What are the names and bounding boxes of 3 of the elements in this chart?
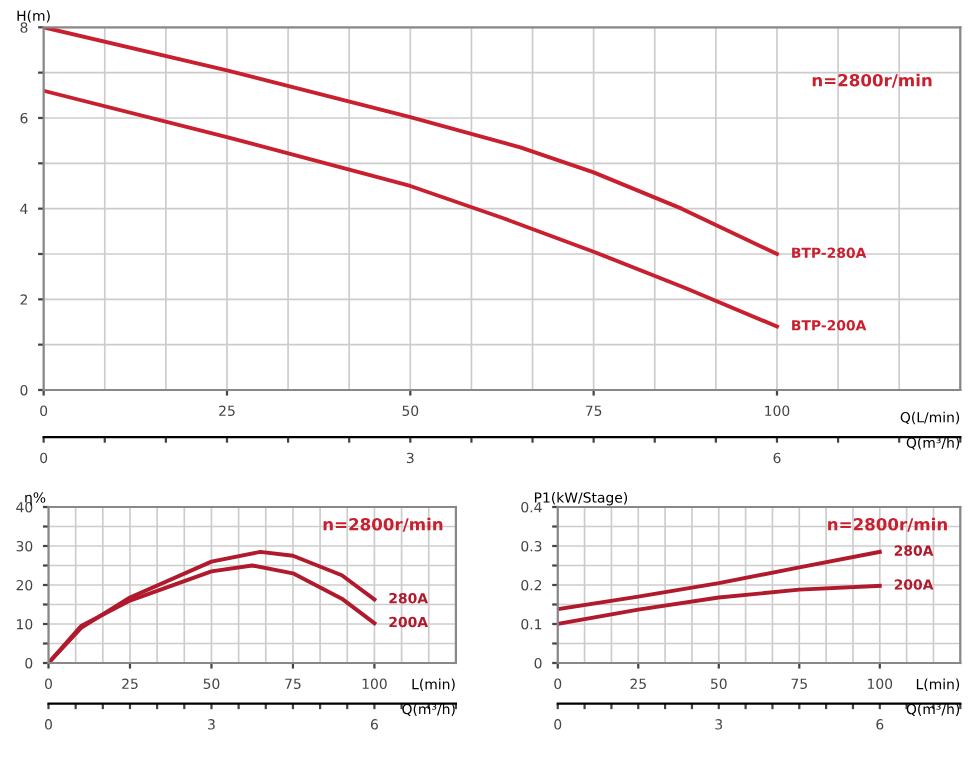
annotation: n=2800r/min bbox=[828, 517, 947, 532]
annotation: n=2800r/min bbox=[812, 73, 932, 88]
annotation: n=2800r/min bbox=[323, 517, 443, 532]
